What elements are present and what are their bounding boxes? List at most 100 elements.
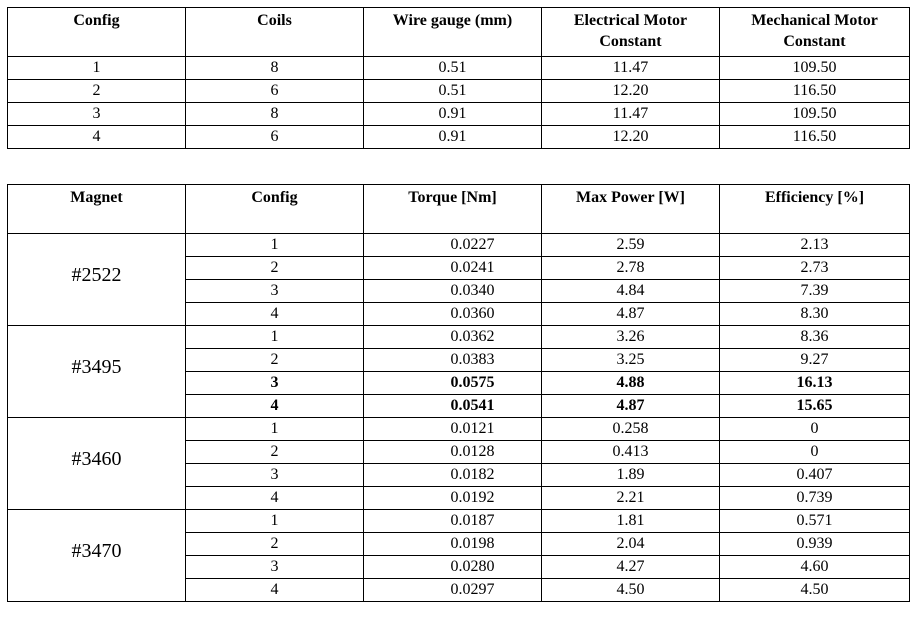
- config-cell: 1: [185, 233, 364, 257]
- max-power-cell: 0.413: [541, 440, 720, 464]
- torque-cell: 0.0192: [363, 486, 542, 510]
- torque-cell: 0.0280: [363, 555, 542, 579]
- max-power-cell: 0.258: [541, 417, 720, 441]
- efficiency-cell: 0.739: [719, 486, 910, 510]
- table-row: 4 0.0297 4.50 4.50: [8, 578, 910, 602]
- magnet-label-cell: #3460: [7, 417, 186, 510]
- max-power-cell: 3.26: [541, 325, 720, 349]
- max-power-cell: 3.25: [541, 348, 720, 372]
- config-cell: 2: [185, 440, 364, 464]
- table-row-highlighted: 4 0.0541 4.87 15.65: [8, 394, 910, 418]
- efficiency-cell: 15.65: [719, 394, 910, 418]
- config-cell: 3: [7, 102, 186, 126]
- efficiency-cell: 0.571: [719, 509, 910, 533]
- coils-cell: 6: [185, 125, 364, 149]
- config-cell: 3: [185, 463, 364, 487]
- column-header-electrical-motor-constant: Electrical Motor Constant: [541, 7, 720, 57]
- torque-cell: 0.0383: [363, 348, 542, 372]
- table-row: #3495 1 0.0362 3.26 8.36: [7, 325, 910, 418]
- table-row: 3 0.0280 4.27 4.60: [8, 555, 910, 579]
- table-row: 2 0.0128 0.413 0: [8, 440, 910, 464]
- torque-cell: 0.0241: [363, 256, 542, 280]
- column-header-efficiency: Efficiency [%]: [719, 184, 910, 234]
- electrical-constant-cell: 11.47: [541, 56, 720, 80]
- max-power-cell: 4.87: [541, 302, 720, 326]
- efficiency-cell: 4.50: [719, 578, 910, 602]
- table-row: 3 0.0340 4.84 7.39: [8, 279, 910, 303]
- torque-cell: 0.0362: [363, 325, 542, 349]
- table-row: 3 8 0.91 11.47 109.50: [7, 102, 910, 126]
- wire-gauge-cell: 0.91: [363, 102, 542, 126]
- max-power-cell: 4.27: [541, 555, 720, 579]
- max-power-cell: 2.59: [541, 233, 720, 257]
- table-row: 4 0.0360 4.87 8.30: [8, 302, 910, 326]
- electrical-constant-cell: 12.20: [541, 79, 720, 103]
- column-header-config: Config: [185, 184, 364, 234]
- config-cell: 2: [185, 348, 364, 372]
- torque-cell: 0.0128: [363, 440, 542, 464]
- column-header-config: Config: [7, 7, 186, 57]
- torque-cell: 0.0360: [363, 302, 542, 326]
- max-power-cell: 4.50: [541, 578, 720, 602]
- config-cell: 1: [185, 417, 364, 441]
- config-cell: 4: [7, 125, 186, 149]
- torque-cell: 0.0340: [363, 279, 542, 303]
- max-power-cell: 4.87: [541, 394, 720, 418]
- table-row: #2522 1 0.0227 2.59 2.13: [7, 233, 910, 326]
- efficiency-cell: 2.13: [719, 233, 910, 257]
- magnet-label-cell: #3470: [7, 509, 186, 602]
- efficiency-cell: 8.36: [719, 325, 910, 349]
- table-row: 2 6 0.51 12.20 116.50: [7, 79, 910, 103]
- column-header-coils: Coils: [185, 7, 364, 57]
- column-header-mechanical-motor-constant: Mechanical Motor Constant: [719, 7, 910, 57]
- column-header-torque: Torque [Nm]: [363, 184, 542, 234]
- magnet-label-cell: #2522: [7, 233, 186, 326]
- torque-cell: 0.0182: [363, 463, 542, 487]
- mechanical-constant-cell: 109.50: [719, 56, 910, 80]
- table-row: 2 0.0383 3.25 9.27: [8, 348, 910, 372]
- table-row: 3 0.0182 1.89 0.407: [8, 463, 910, 487]
- magnet-label-cell: #3495: [7, 325, 186, 418]
- config-cell: 2: [185, 256, 364, 280]
- efficiency-cell: 9.27: [719, 348, 910, 372]
- column-header-magnet: Magnet: [7, 184, 186, 234]
- config-cell: 3: [185, 555, 364, 579]
- torque-cell: 0.0198: [363, 532, 542, 556]
- coils-cell: 8: [185, 56, 364, 80]
- electrical-constant-cell: 11.47: [541, 102, 720, 126]
- mechanical-constant-cell: 109.50: [719, 102, 910, 126]
- max-power-cell: 2.04: [541, 532, 720, 556]
- efficiency-cell: 4.60: [719, 555, 910, 579]
- efficiency-cell: 8.30: [719, 302, 910, 326]
- motor-config-table: Config Coils Wire gauge (mm) Electrical …: [7, 7, 910, 149]
- mechanical-constant-cell: 116.50: [719, 125, 910, 149]
- torque-cell: 0.0227: [363, 233, 542, 257]
- wire-gauge-cell: 0.51: [363, 56, 542, 80]
- max-power-cell: 1.81: [541, 509, 720, 533]
- torque-cell: 0.0187: [363, 509, 542, 533]
- table-row: 1 8 0.51 11.47 109.50: [7, 56, 910, 80]
- mechanical-constant-cell: 116.50: [719, 79, 910, 103]
- config-cell: 4: [185, 486, 364, 510]
- config-cell: 1: [185, 325, 364, 349]
- config-cell: 3: [185, 371, 364, 395]
- config-cell: 4: [185, 394, 364, 418]
- table-row: #3470 1 0.0187 1.81 0.571: [7, 509, 910, 602]
- config-cell: 2: [7, 79, 186, 103]
- efficiency-cell: 2.73: [719, 256, 910, 280]
- magnet-performance-table: Magnet Config Torque [Nm] Max Power [W] …: [7, 184, 910, 602]
- coils-cell: 6: [185, 79, 364, 103]
- max-power-cell: 4.84: [541, 279, 720, 303]
- config-cell: 1: [185, 509, 364, 533]
- wire-gauge-cell: 0.51: [363, 79, 542, 103]
- max-power-cell: 2.78: [541, 256, 720, 280]
- torque-cell: 0.0541: [363, 394, 542, 418]
- table-row: 4 6 0.91 12.20 116.50: [7, 125, 910, 149]
- torque-cell: 0.0575: [363, 371, 542, 395]
- efficiency-cell: 0: [719, 440, 910, 464]
- max-power-cell: 2.21: [541, 486, 720, 510]
- config-cell: 2: [185, 532, 364, 556]
- torque-cell: 0.0121: [363, 417, 542, 441]
- max-power-cell: 1.89: [541, 463, 720, 487]
- table-header-row: Magnet Config Torque [Nm] Max Power [W] …: [7, 184, 910, 234]
